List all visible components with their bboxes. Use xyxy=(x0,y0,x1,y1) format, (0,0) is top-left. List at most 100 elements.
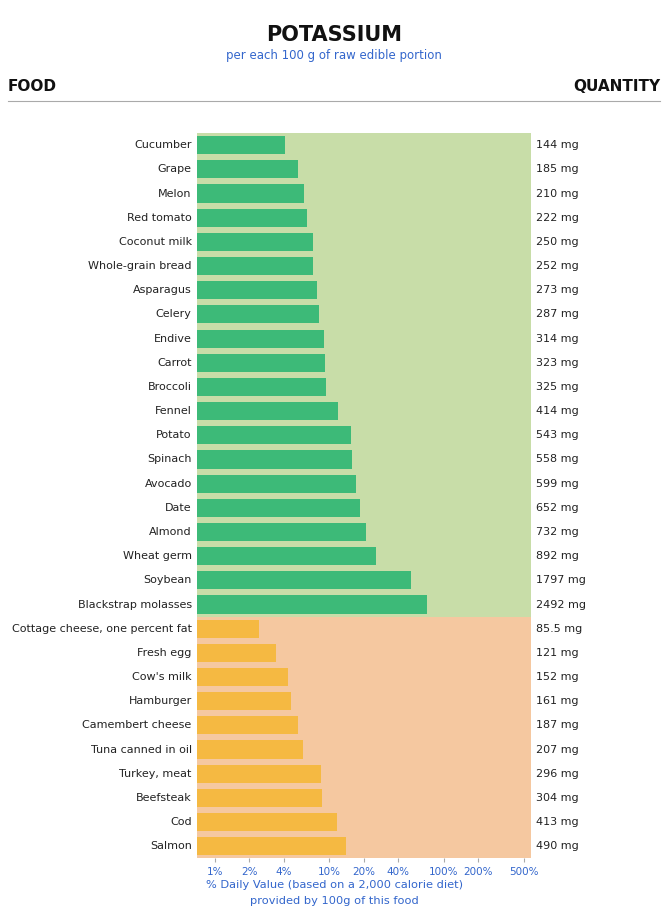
Text: Cow's milk: Cow's milk xyxy=(132,672,192,682)
Bar xyxy=(197,713,531,737)
Text: 323 mg: 323 mg xyxy=(536,358,579,368)
Bar xyxy=(197,810,531,834)
Bar xyxy=(0,136,285,154)
Text: POTASSIUM: POTASSIUM xyxy=(266,25,402,45)
Bar xyxy=(197,665,531,689)
Text: Coconut milk: Coconut milk xyxy=(119,237,192,247)
Text: 1797 mg: 1797 mg xyxy=(536,576,587,586)
Text: Asparagus: Asparagus xyxy=(133,285,192,296)
Bar xyxy=(0,498,360,517)
Bar xyxy=(0,837,346,856)
Bar xyxy=(197,472,531,496)
Text: 2492 mg: 2492 mg xyxy=(536,599,587,610)
Text: Date: Date xyxy=(165,503,192,513)
Bar xyxy=(0,451,353,468)
Text: Beefsteak: Beefsteak xyxy=(136,793,192,803)
Text: Grape: Grape xyxy=(158,164,192,174)
Text: 185 mg: 185 mg xyxy=(536,164,579,174)
Bar xyxy=(0,208,307,227)
Text: Blackstrap molasses: Blackstrap molasses xyxy=(77,599,192,610)
Text: 490 mg: 490 mg xyxy=(536,841,579,851)
Bar xyxy=(0,281,317,299)
Text: Fresh egg: Fresh egg xyxy=(138,648,192,658)
Bar xyxy=(197,544,531,568)
Text: 273 mg: 273 mg xyxy=(536,285,579,296)
Bar xyxy=(0,257,313,275)
Text: 121 mg: 121 mg xyxy=(536,648,579,658)
Text: 314 mg: 314 mg xyxy=(536,333,579,343)
Text: Celery: Celery xyxy=(156,309,192,319)
Bar xyxy=(0,668,288,686)
Bar xyxy=(197,762,531,786)
Text: 325 mg: 325 mg xyxy=(536,382,579,392)
Bar xyxy=(0,185,304,203)
Text: Camembert cheese: Camembert cheese xyxy=(82,721,192,731)
Text: Avocado: Avocado xyxy=(144,478,192,488)
Text: Turkey, meat: Turkey, meat xyxy=(120,768,192,778)
Text: 250 mg: 250 mg xyxy=(536,237,579,247)
Text: 543 mg: 543 mg xyxy=(536,431,579,441)
Bar xyxy=(0,596,427,613)
Text: Cucumber: Cucumber xyxy=(134,140,192,151)
Bar xyxy=(0,547,375,565)
Text: 85.5 mg: 85.5 mg xyxy=(536,623,582,633)
Text: 161 mg: 161 mg xyxy=(536,696,579,706)
Text: Red tomato: Red tomato xyxy=(127,213,192,223)
Bar xyxy=(0,620,259,638)
Text: 732 mg: 732 mg xyxy=(536,527,579,537)
Bar xyxy=(197,447,531,472)
Bar xyxy=(197,592,531,617)
Text: QUANTITY: QUANTITY xyxy=(573,79,660,94)
Text: Soybean: Soybean xyxy=(144,576,192,586)
Text: Whole-grain bread: Whole-grain bread xyxy=(88,261,192,271)
Bar xyxy=(197,496,531,520)
Text: 599 mg: 599 mg xyxy=(536,478,579,488)
Bar xyxy=(0,813,337,831)
Bar xyxy=(0,426,351,444)
Bar xyxy=(197,133,531,157)
Text: Broccoli: Broccoli xyxy=(148,382,192,392)
Text: Tuna canned in oil: Tuna canned in oil xyxy=(91,744,192,755)
Text: 558 mg: 558 mg xyxy=(536,454,579,465)
Bar xyxy=(0,523,366,541)
Bar xyxy=(0,716,298,734)
Text: Potato: Potato xyxy=(156,431,192,441)
Text: Melon: Melon xyxy=(158,188,192,198)
Bar xyxy=(197,737,531,762)
Text: 304 mg: 304 mg xyxy=(536,793,579,803)
Text: 207 mg: 207 mg xyxy=(536,744,579,755)
Text: Fennel: Fennel xyxy=(155,406,192,416)
Bar xyxy=(197,617,531,641)
Text: Wheat germ: Wheat germ xyxy=(123,551,192,561)
Text: % Daily Value (based on a 2,000 calorie diet)
provided by 100g of this food: % Daily Value (based on a 2,000 calorie … xyxy=(206,880,462,906)
Bar xyxy=(0,330,324,348)
Text: Cod: Cod xyxy=(170,817,192,827)
Text: Hamburger: Hamburger xyxy=(128,696,192,706)
Text: Almond: Almond xyxy=(149,527,192,537)
Bar xyxy=(197,327,531,351)
Bar xyxy=(0,741,303,758)
Bar xyxy=(197,351,531,375)
Bar xyxy=(0,571,411,589)
Bar xyxy=(197,520,531,544)
Text: Cottage cheese, one percent fat: Cottage cheese, one percent fat xyxy=(12,623,192,633)
Bar xyxy=(197,641,531,665)
Bar xyxy=(197,423,531,447)
Bar xyxy=(197,834,531,858)
Text: 413 mg: 413 mg xyxy=(536,817,579,827)
Text: 892 mg: 892 mg xyxy=(536,551,579,561)
Bar xyxy=(197,230,531,254)
Bar xyxy=(0,306,319,323)
Text: 652 mg: 652 mg xyxy=(536,503,579,513)
Bar xyxy=(0,161,297,178)
Text: 144 mg: 144 mg xyxy=(536,140,579,151)
Text: Spinach: Spinach xyxy=(147,454,192,465)
Text: 222 mg: 222 mg xyxy=(536,213,579,223)
Bar xyxy=(0,644,277,662)
Bar xyxy=(0,765,321,783)
Text: 287 mg: 287 mg xyxy=(536,309,579,319)
Bar xyxy=(197,786,531,810)
Text: 414 mg: 414 mg xyxy=(536,406,579,416)
Bar xyxy=(197,206,531,230)
Text: Endive: Endive xyxy=(154,333,192,343)
